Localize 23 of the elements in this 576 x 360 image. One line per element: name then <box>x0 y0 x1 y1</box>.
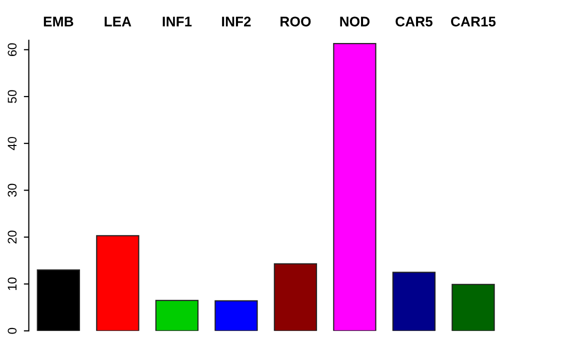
y-tick-label: 10 <box>8 278 17 290</box>
bar <box>155 300 199 331</box>
x-tick-label: LEA <box>104 16 132 26</box>
x-tick-label: INF1 <box>162 16 192 26</box>
y-tick-label: 20 <box>8 230 17 244</box>
bar <box>96 235 140 331</box>
y-tick-label: 40 <box>8 136 17 150</box>
x-tick-label: CAR15 <box>451 16 496 26</box>
bar <box>333 43 376 331</box>
x-tick-label: CAR5 <box>396 16 432 26</box>
x-tick-label: ROO <box>280 16 311 26</box>
x-tick-label: NOD <box>340 16 370 26</box>
y-tick-label: 60 <box>8 43 17 56</box>
y-tick-label: 30 <box>8 184 17 197</box>
bar <box>452 284 495 331</box>
x-tick-label: EMB <box>44 16 74 26</box>
y-tick-label: 0 <box>8 328 17 334</box>
bar <box>36 269 80 331</box>
bar <box>392 272 436 331</box>
bar <box>214 300 258 331</box>
x-tick-label: INF2 <box>222 16 251 26</box>
y-tick-label: 50 <box>8 90 17 103</box>
bar <box>274 263 318 331</box>
